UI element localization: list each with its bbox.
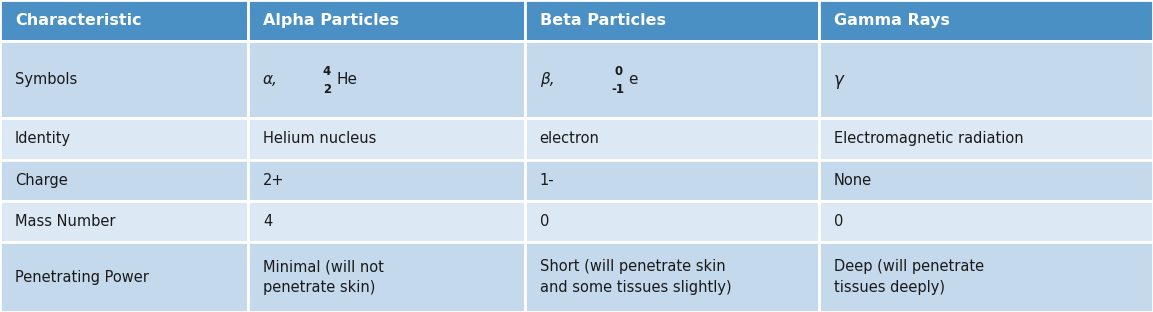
Bar [525,0,819,41]
Text: β,: β, [540,72,555,87]
Text: 1-: 1- [540,173,555,188]
Bar [0,242,248,312]
Text: Deep (will penetrate
tissues deeply): Deep (will penetrate tissues deeply) [834,259,984,295]
Bar [248,0,525,41]
Text: 0: 0 [834,214,843,229]
Text: 4: 4 [263,214,272,229]
Text: He: He [337,72,357,87]
Bar [248,41,525,118]
Bar [819,159,1153,201]
Bar [248,201,525,242]
Text: Penetrating Power: Penetrating Power [15,270,149,285]
Bar [0,201,248,242]
Text: 0: 0 [540,214,549,229]
Bar [525,201,819,242]
Bar [525,41,819,118]
Bar [0,159,248,201]
Text: Symbols: Symbols [15,72,77,87]
Text: -1: -1 [611,83,624,96]
Bar [819,41,1153,118]
Bar [248,159,525,201]
Bar [819,0,1153,41]
Text: Mass Number: Mass Number [15,214,115,229]
Text: 2+: 2+ [263,173,285,188]
Bar [819,242,1153,312]
Text: Short (will penetrate skin
and some tissues slightly): Short (will penetrate skin and some tiss… [540,259,731,295]
Text: electron: electron [540,131,600,146]
Text: Electromagnetic radiation: Electromagnetic radiation [834,131,1023,146]
Text: Helium nucleus: Helium nucleus [263,131,376,146]
Text: γ: γ [834,71,844,89]
Text: 0: 0 [615,65,623,78]
Text: Beta Particles: Beta Particles [540,13,665,28]
Bar [0,0,248,41]
Text: None: None [834,173,872,188]
Text: 4: 4 [323,65,331,78]
Bar [819,118,1153,159]
Bar [525,159,819,201]
Bar [525,118,819,159]
Text: 2: 2 [323,83,331,96]
Text: Alpha Particles: Alpha Particles [263,13,399,28]
Bar [525,242,819,312]
Bar [248,242,525,312]
Text: Charge: Charge [15,173,68,188]
Bar [0,41,248,118]
Text: Gamma Rays: Gamma Rays [834,13,949,28]
Bar [819,201,1153,242]
Bar [248,118,525,159]
Text: Identity: Identity [15,131,71,146]
Text: Minimal (will not
penetrate skin): Minimal (will not penetrate skin) [263,259,384,295]
Text: α,: α, [263,72,278,87]
Text: e: e [628,72,638,87]
Bar [0,118,248,159]
Text: Characteristic: Characteristic [15,13,142,28]
